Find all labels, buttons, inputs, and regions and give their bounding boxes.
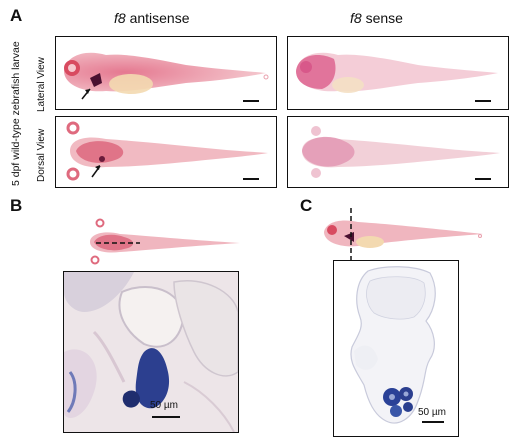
scale-bar — [152, 416, 180, 418]
panel-b-letter: B — [10, 196, 23, 215]
lateral-view-label: Lateral View — [36, 57, 47, 112]
antisense-column-title: f8 antisense — [114, 10, 190, 26]
panel-a-letter: A — [10, 6, 23, 25]
larva-dorsal-thumbnail-icon — [90, 218, 240, 265]
sample-side-label: 5 dpf wild-type zebrafish larvae — [10, 41, 22, 186]
panel-c-thumbnail — [318, 206, 488, 262]
scale-bar — [475, 100, 491, 102]
scale-bar-label-b: 50 µm — [150, 400, 178, 411]
sense-gene-name: f8 — [350, 10, 362, 26]
scale-bar — [243, 100, 259, 102]
larva-dorsal-sense-icon — [302, 126, 500, 178]
antisense-lateral-image — [55, 36, 277, 110]
sense-lateral-image — [287, 36, 509, 110]
antisense-label: antisense — [125, 10, 190, 26]
antisense-gene-name: f8 — [114, 10, 126, 26]
tissue-section-icon — [64, 272, 238, 432]
dorsal-view-label: Dorsal View — [36, 128, 47, 182]
sense-dorsal-image — [287, 116, 509, 188]
panel-b-thumbnail — [80, 212, 245, 267]
panel-b-micrograph: 50 µm — [63, 271, 239, 433]
scale-bar — [422, 421, 444, 423]
cross-section-icon — [334, 261, 458, 436]
sense-label: sense — [361, 10, 403, 26]
larva-lateral-thumbnail-icon — [324, 208, 483, 260]
sense-column-title: f8 sense — [350, 10, 403, 26]
panel-c-letter: C — [300, 196, 313, 215]
antisense-dorsal-image — [55, 116, 277, 188]
scale-bar — [475, 178, 491, 180]
larva-dorsal-antisense-icon — [66, 121, 268, 181]
panel-c-micrograph: 50 µm — [333, 260, 459, 437]
scale-bar — [243, 178, 259, 180]
scale-bar-label-c: 50 µm — [418, 407, 446, 418]
larva-lateral-sense-icon — [296, 52, 498, 93]
larva-lateral-antisense-icon — [64, 52, 269, 100]
